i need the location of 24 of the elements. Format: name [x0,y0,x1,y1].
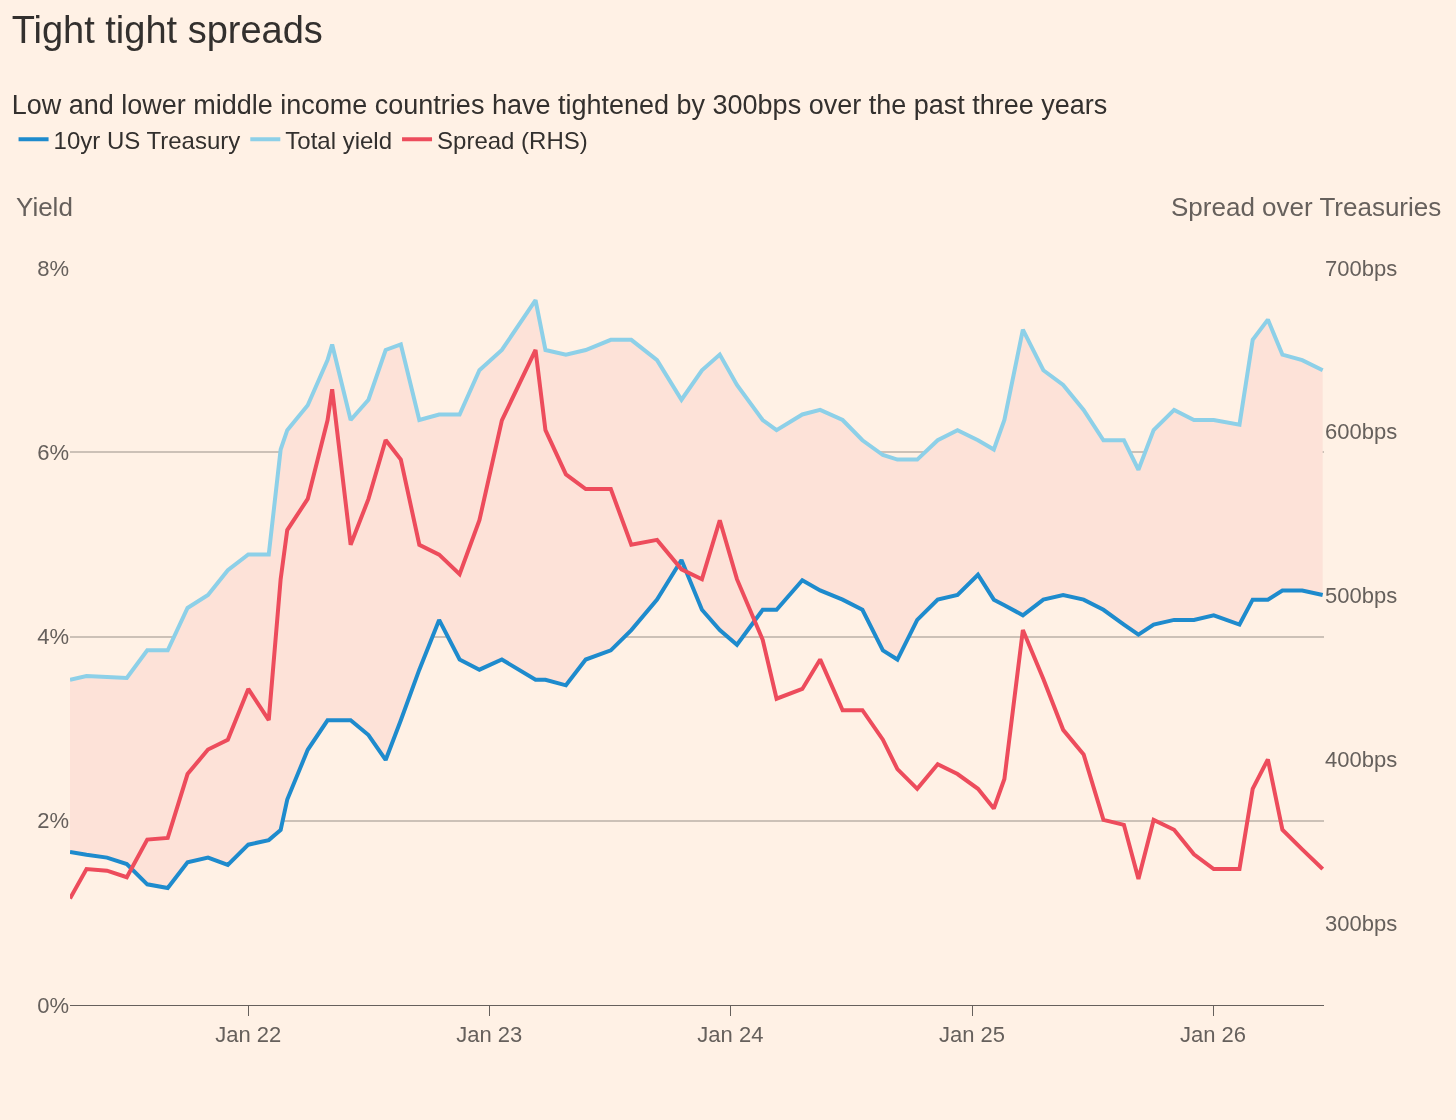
x-tick-label: Jan 23 [456,1022,523,1048]
line-series [70,558,1324,890]
y2-axis-title: Spread over Treasuries [1171,192,1442,222]
chart-subtitle: Low and lower middle income countries have tightened by 300bps over the past three years [11,89,1108,120]
line-series [70,298,1324,682]
y2-tick-label: 700bps [1325,255,1398,281]
y-tick-label: 8% [37,255,69,281]
y-tick-label: 6% [37,439,69,465]
chart-title: Tight tight spreads [11,9,323,52]
y2-tick-label: 300bps [1325,910,1398,936]
y-tick-label: 2% [37,808,69,834]
y2-tick-label: 600bps [1325,419,1398,445]
y-axis-title: Yield [16,192,73,222]
y2-tick-label: 400bps [1325,747,1398,773]
y-tick-label: 4% [37,624,69,650]
x-tick-label: Jan 22 [215,1022,282,1048]
legend-label: Total yield [285,126,393,154]
x-tick-label: Jan 26 [1180,1022,1247,1048]
y2-tick-label: 500bps [1325,583,1398,609]
legend-label: 10yr US Treasury [53,126,241,154]
y-tick-label: 0% [37,992,69,1018]
legend-label: Spread (RHS) [437,126,588,154]
x-tick-label: Jan 25 [939,1022,1006,1048]
x-tick-label: Jan 24 [697,1022,764,1048]
